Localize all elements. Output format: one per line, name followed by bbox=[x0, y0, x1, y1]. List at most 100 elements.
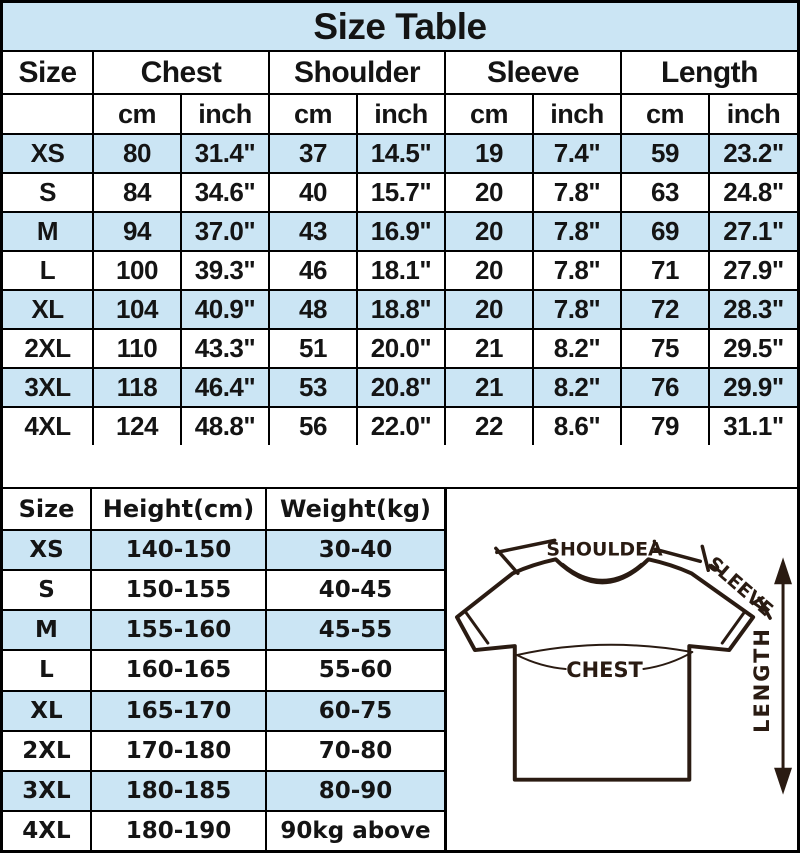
measurement-cell: 28.3" bbox=[708, 289, 798, 330]
measurement-cell: 7.8" bbox=[532, 289, 622, 330]
fit-weight-cell: 45-55 bbox=[265, 609, 444, 652]
fit-table: Size Height(cm) Weight(kg) XS 140-150 30-4… bbox=[3, 489, 444, 850]
measurement-cell: 15.7" bbox=[356, 172, 446, 213]
size-table-row: 4XL 124 48.8" 56 22.0" 22 8.6" 79 31.1" bbox=[2, 406, 798, 446]
measurement-cell: 29.5" bbox=[708, 328, 798, 369]
measurement-cell: 40.9" bbox=[180, 289, 270, 330]
fit-weight-cell: 40-45 bbox=[265, 569, 444, 612]
measurement-cell: 51 bbox=[268, 328, 358, 369]
size-table-row: XS 80 31.4" 37 14.5" 19 7.4" 59 23.2" bbox=[2, 133, 798, 174]
measurement-cell: 31.4" bbox=[180, 133, 270, 174]
measurement-cell: 48.8" bbox=[180, 406, 270, 446]
measurement-cell: 18.1" bbox=[356, 250, 446, 291]
collar-inner-icon bbox=[568, 568, 636, 581]
fit-height-cell: 140-150 bbox=[90, 529, 267, 572]
units-row: cm inch cm inch cm inch cm inch bbox=[2, 93, 798, 135]
fit-col-size: Size bbox=[3, 489, 92, 532]
measurement-cell: 27.9" bbox=[708, 250, 798, 291]
measurement-cell: 72 bbox=[620, 289, 710, 330]
measurement-cell: 8.6" bbox=[532, 406, 622, 446]
measurement-cell: 7.8" bbox=[532, 250, 622, 291]
fit-weight-cell: 60-75 bbox=[265, 689, 444, 732]
unit-cell: inch bbox=[708, 93, 798, 135]
left-cuff-hem-icon bbox=[463, 609, 490, 645]
fit-height-cell: 160-165 bbox=[90, 649, 267, 692]
sleeve-measure-tick bbox=[757, 596, 772, 620]
measurement-cell: 20.8" bbox=[356, 367, 446, 408]
measurement-cell: 18.8" bbox=[356, 289, 446, 330]
size-table-row: S 84 34.6" 40 15.7" 20 7.8" 63 24.8" bbox=[2, 172, 798, 213]
measurement-cell: 31.1" bbox=[708, 406, 798, 446]
measurement-cell: 21 bbox=[444, 367, 534, 408]
size-label-cell: L bbox=[2, 250, 94, 291]
measurement-cell: 100 bbox=[92, 250, 182, 291]
fit-size-cell: S bbox=[3, 569, 92, 612]
fit-table-row: 4XL 180-190 90kg above bbox=[3, 809, 444, 850]
chest-ellipse-icon bbox=[515, 643, 694, 670]
fit-size-cell: L bbox=[3, 649, 92, 692]
fit-col-height: Height(cm) bbox=[90, 489, 267, 532]
measurement-cell: 43.3" bbox=[180, 328, 270, 369]
size-table-row: L 100 39.3" 46 18.1" 20 7.8" 71 27.9" bbox=[2, 250, 798, 291]
fit-size-cell: 2XL bbox=[3, 729, 92, 772]
measurement-cell: 84 bbox=[92, 172, 182, 213]
measurement-cell: 63 bbox=[620, 172, 710, 213]
unit-cell: cm bbox=[444, 93, 534, 135]
measurement-cell: 8.2" bbox=[532, 367, 622, 408]
size-label-cell: M bbox=[2, 211, 94, 252]
fit-height-cell: 170-180 bbox=[90, 729, 267, 772]
chest-label: CHEST bbox=[566, 658, 643, 682]
measurement-cell: 8.2" bbox=[532, 328, 622, 369]
unit-cell: cm bbox=[268, 93, 358, 135]
measurement-cell: 37.0" bbox=[180, 211, 270, 252]
fit-weight-cell: 70-80 bbox=[265, 729, 444, 772]
size-label-cell: XS bbox=[2, 133, 94, 174]
unit-cell: cm bbox=[620, 93, 710, 135]
length-label: LENGTH bbox=[750, 627, 774, 733]
col-header-chest: Chest bbox=[92, 50, 270, 95]
size-table-head: Size Table Size Chest Shoulder Sleeve Le… bbox=[2, 2, 798, 135]
header-row: Size Chest Shoulder Sleeve Length bbox=[2, 50, 798, 95]
fit-table-row: XL 165-170 60-75 bbox=[3, 689, 444, 732]
measurement-cell: 48 bbox=[268, 289, 358, 330]
fit-table-row: S 150-155 40-45 bbox=[3, 569, 444, 612]
size-table-row: 2XL 110 43.3" 51 20.0" 21 8.2" 75 29.5" bbox=[2, 328, 798, 369]
right-cuff-hem-icon bbox=[720, 609, 747, 645]
shoulder-measure-ticks bbox=[494, 544, 710, 576]
fit-height-cell: 150-155 bbox=[90, 569, 267, 612]
measurement-cell: 94 bbox=[92, 211, 182, 252]
fit-table-wrap: Size Height(cm) Weight(kg) XS 140-150 30-4… bbox=[3, 489, 447, 850]
measurement-cell: 104 bbox=[92, 289, 182, 330]
col-header-size: Size bbox=[2, 50, 94, 95]
fit-table-body: XS 140-150 30-40 S 150-155 40-45 M 155-160 45-55… bbox=[3, 529, 444, 850]
fit-table-row: 3XL 180-185 80-90 bbox=[3, 769, 444, 812]
measurement-cell: 124 bbox=[92, 406, 182, 446]
fit-weight-cell: 30-40 bbox=[265, 529, 444, 572]
measurement-cell: 79 bbox=[620, 406, 710, 446]
measurement-cell: 22 bbox=[444, 406, 534, 446]
measurement-cell: 69 bbox=[620, 211, 710, 252]
length-arrow-up-icon bbox=[774, 557, 793, 585]
fit-table-head: Size Height(cm) Weight(kg) bbox=[3, 489, 444, 532]
col-header-shoulder: Shoulder bbox=[268, 50, 446, 95]
measurement-cell: 7.8" bbox=[532, 172, 622, 213]
measurement-cell: 110 bbox=[92, 328, 182, 369]
fit-height-cell: 155-160 bbox=[90, 609, 267, 652]
measurement-cell: 20 bbox=[444, 211, 534, 252]
fit-size-cell: XS bbox=[3, 529, 92, 572]
measurement-cell: 21 bbox=[444, 328, 534, 369]
unit-cell: inch bbox=[180, 93, 270, 135]
fit-height-cell: 165-170 bbox=[90, 689, 267, 732]
fit-height-cell: 180-190 bbox=[90, 809, 267, 850]
measurement-cell: 27.1" bbox=[708, 211, 798, 252]
measurement-cell: 29.9" bbox=[708, 367, 798, 408]
size-table-row: 3XL 118 46.4" 53 20.8" 21 8.2" 76 29.9" bbox=[2, 367, 798, 408]
fit-header-row: Size Height(cm) Weight(kg) bbox=[3, 489, 444, 532]
unit-cell: inch bbox=[356, 93, 446, 135]
bottom-section: Size Height(cm) Weight(kg) XS 140-150 30-4… bbox=[3, 487, 797, 850]
fit-size-cell: 4XL bbox=[3, 809, 92, 850]
size-table: Size Table Size Chest Shoulder Sleeve Le… bbox=[2, 2, 798, 446]
measurement-cell: 118 bbox=[92, 367, 182, 408]
